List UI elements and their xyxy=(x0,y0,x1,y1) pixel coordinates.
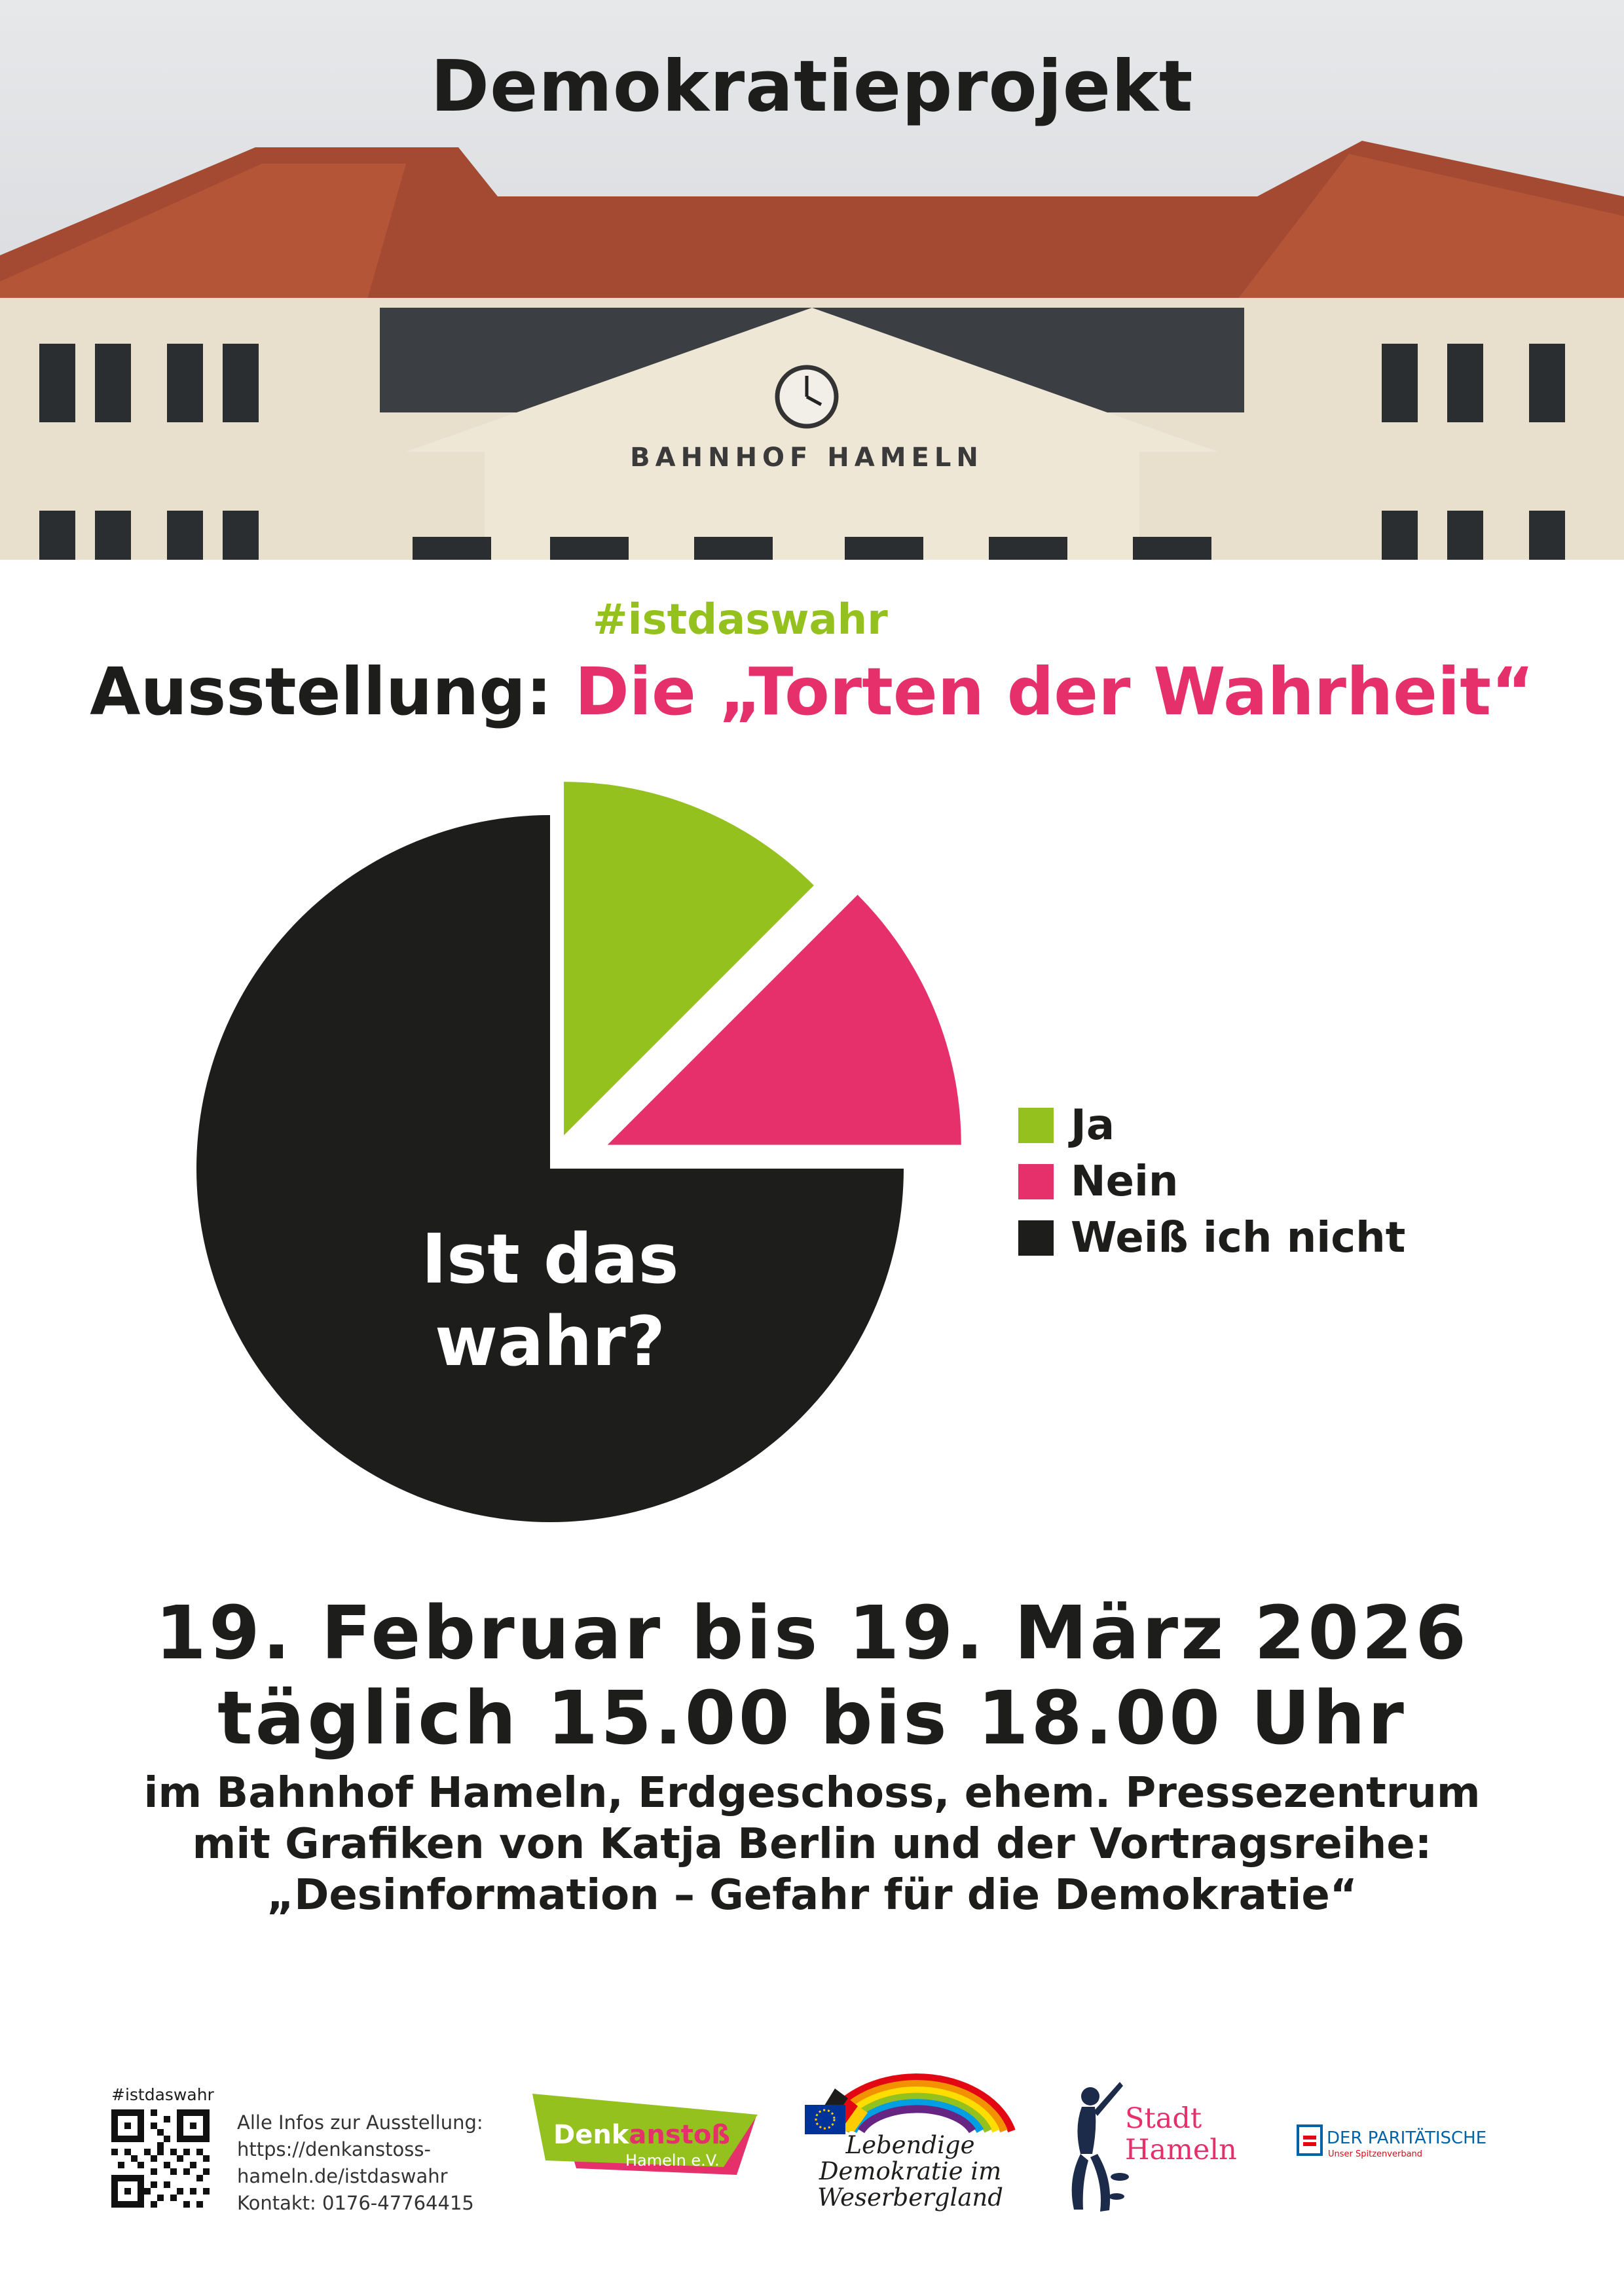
paritaetische-name: DER PARITÄTISCHE xyxy=(1327,2128,1487,2148)
page-title: Demokratieprojekt xyxy=(430,46,1194,128)
pied-piper-icon xyxy=(1071,2082,1129,2212)
denkanstoss-sub: Hameln e.V. xyxy=(625,2151,720,2170)
footer-info: Alle Infos zur Ausstellung: https://denk… xyxy=(237,2109,483,2217)
headline-prefix: Ausstellung: xyxy=(90,653,552,730)
legend-label: Ja xyxy=(1071,1101,1115,1150)
qr-code-icon[interactable] xyxy=(111,2109,210,2208)
hashtag: #istdaswahr xyxy=(593,596,888,644)
pie-text-line-2: wahr? xyxy=(435,1302,665,1381)
hero-photo: BAHNHOF HAMELN xyxy=(0,0,1624,560)
legend-item-weiss-ich-nicht: Weiß ich nicht xyxy=(1018,1210,1405,1266)
event-dates: 19. Februar bis 19. März 2026 xyxy=(155,1591,1469,1676)
pie-slice-nein xyxy=(607,894,961,1145)
paritaetische-logo: DER PARITÄTISCHE Unser Spitzenverband xyxy=(1297,2124,1519,2170)
building-sign: BAHNHOF HAMELN xyxy=(630,443,984,473)
headline-highlight: Die „Torten der Wahrheit“ xyxy=(574,653,1534,730)
stadt-hameln-logo: Stadt Hameln xyxy=(1054,2056,1264,2216)
pie-slice-ja xyxy=(564,782,814,1136)
event-detail-line: „Desinformation – Gefahr für die Demokra… xyxy=(267,1871,1357,1920)
legend-item-ja: Ja xyxy=(1018,1097,1405,1154)
windows xyxy=(39,344,1565,560)
pie-text-line-1: Ist das xyxy=(421,1219,679,1299)
lebendige-line: Lebendige xyxy=(845,2131,975,2159)
footer-contact: Kontakt: 0176-47764415 xyxy=(237,2192,474,2214)
stadt-hameln-line: Hameln xyxy=(1125,2134,1237,2166)
paritaetische-sub: Unser Spitzenverband xyxy=(1328,2149,1423,2159)
event-detail-line: im Bahnhof Hameln, Erdgeschoss, ehem. Pr… xyxy=(143,1769,1481,1817)
pie-chart xyxy=(196,782,961,1522)
event-times: täglich 15.00 bis 18.00 Uhr xyxy=(217,1676,1407,1761)
event-detail-line: mit Grafiken von Katja Berlin und der Vo… xyxy=(192,1820,1432,1868)
pie-legend: Ja Nein Weiß ich nicht xyxy=(1018,1097,1405,1266)
pie-slice-weiß-ich-nicht xyxy=(196,815,904,1522)
footer-info-line: Alle Infos zur Ausstellung: xyxy=(237,2111,483,2134)
pie-center-text: Ist das wahr? xyxy=(327,1218,773,1383)
lebendige-line: Weserbergland xyxy=(817,2183,1003,2212)
legend-swatch xyxy=(1018,1220,1054,1256)
denkanstoss-name-b: anstoß xyxy=(629,2120,731,2150)
qr-hashtag: #istdaswahr xyxy=(111,2085,214,2104)
stadt-hameln-line: Stadt xyxy=(1125,2102,1202,2135)
lebendige-demokratie-logo: Lebendige Demokratie im Weserbergland xyxy=(796,2052,1025,2212)
paritaetische-icon xyxy=(1297,2124,1323,2156)
denkanstoss-name-a: Denk xyxy=(553,2120,629,2150)
headline: Ausstellung: Die „Torten der Wahrheit“ xyxy=(0,653,1624,730)
legend-swatch xyxy=(1018,1164,1054,1199)
footer-link[interactable]: hameln.de/istdaswahr xyxy=(237,2165,448,2187)
legend-label: Nein xyxy=(1071,1157,1179,1206)
legend-label: Weiß ich nicht xyxy=(1071,1214,1406,1262)
lebendige-line: Demokratie im xyxy=(819,2157,1002,2185)
event-details: im Bahnhof Hameln, Erdgeschoss, ehem. Pr… xyxy=(0,1768,1624,1921)
legend-swatch xyxy=(1018,1108,1054,1143)
roof xyxy=(0,141,1624,308)
denkanstoss-logo: Denkanstoß Hameln e.V. xyxy=(527,2088,763,2180)
legend-item-nein: Nein xyxy=(1018,1154,1405,1210)
footer-link[interactable]: https://denkanstoss- xyxy=(237,2138,431,2160)
